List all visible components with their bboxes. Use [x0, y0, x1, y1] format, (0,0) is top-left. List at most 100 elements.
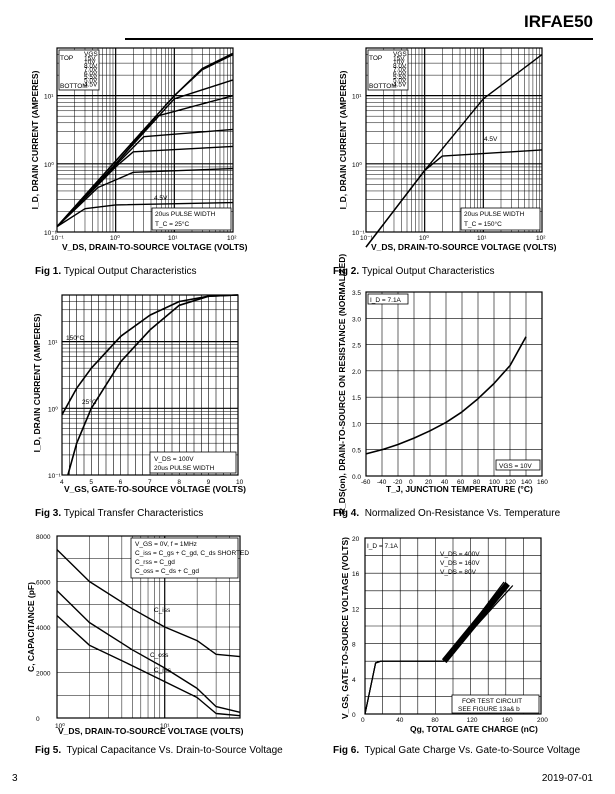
- fig1-vgs-row: 5.0V: [84, 78, 98, 85]
- fig1-vgs-top: TOP: [60, 55, 73, 62]
- fig6-series-line: [364, 583, 509, 715]
- fig5-legend-box: [130, 537, 239, 579]
- fig1-series-line: [56, 167, 234, 228]
- fig4-series-line: [365, 336, 527, 455]
- fig2-vgs-bottom: BOTTOM: [369, 83, 397, 90]
- fig6-y-tick: 8: [352, 642, 356, 649]
- fig2-vgs-row: 6.0V: [393, 70, 407, 77]
- fig4-note-box: [367, 293, 409, 305]
- fig5-series-line: [56, 549, 241, 658]
- fig6-note1: I_D = 7.1A: [367, 543, 399, 550]
- fig3-x-tick: 9: [207, 479, 211, 486]
- fig1-series-line: [56, 145, 234, 228]
- fig1-vgs-row: 5.5V: [84, 74, 98, 81]
- fig1-x-tick: 10¹: [168, 235, 178, 242]
- fig4-vgs-box: [495, 459, 541, 471]
- fig4-y-tick: 1.5: [352, 395, 361, 402]
- fig5-y-tick: 6000: [36, 580, 51, 587]
- fig3-y-tick: 10⁻¹: [48, 473, 62, 480]
- fig2-note-box: [460, 207, 541, 231]
- fig6-x-tick: 200: [537, 717, 548, 724]
- fig6-series-line: [364, 581, 505, 715]
- fig2-vgs-row: 4.5V: [393, 81, 407, 88]
- fig4-x-tick: 120: [505, 479, 516, 486]
- fig4-y-tick: 0.0: [352, 474, 361, 481]
- fig3-label-hot: 150°C: [66, 334, 84, 342]
- fig6-caption: Fig 6. Typical Gate Charge Vs. Gate-to-S…: [333, 745, 581, 756]
- fig2-x-tick: 10²: [536, 235, 546, 242]
- fig2-vgs-header: VGS: [393, 51, 407, 58]
- fig1-note2: T_C = 25°C: [155, 220, 190, 228]
- fig4-x-tick: -60: [361, 479, 371, 486]
- fig5-legend-item: V_GS = 0V, f = 1MHz: [135, 541, 197, 548]
- fig3-x-tick: 10: [236, 479, 244, 486]
- fig2-vgs-row: 15V: [393, 56, 405, 63]
- fig2-x-tick: 10⁰: [419, 234, 429, 242]
- fig5-plot-frame: [56, 535, 241, 719]
- fig6-series-band: [441, 581, 510, 664]
- fig1-x-tick: 10²: [227, 235, 237, 242]
- fig1-series-line: [56, 95, 234, 228]
- part-number: IRFAE50: [524, 12, 593, 31]
- fig2-x-label: V_DS, DRAIN-TO-SOURCE VOLTAGE (VOLTS): [371, 242, 557, 252]
- fig4-x-label: T_J, JUNCTION TEMPERATURE (°C): [386, 484, 533, 494]
- fig4-x-tick: -20: [393, 479, 403, 486]
- fig4-x-tick: -40: [377, 479, 387, 486]
- fig4-x-tick: 140: [521, 479, 532, 486]
- fig4-caption: Fig 4. Normalized On-Resistance Vs. Temp…: [333, 508, 561, 519]
- fig2-vgs-top: TOP: [369, 55, 382, 62]
- fig4-y-tick: 0.5: [352, 448, 361, 455]
- fig1-y-tick: 10⁻¹: [44, 230, 58, 237]
- fig5-curve-label: C_iss: [154, 607, 171, 614]
- fig1-vgs-row: 4.5V: [84, 81, 98, 88]
- fig4-x-tick: 0: [409, 479, 413, 486]
- fig2-vgs-row: 8.0V: [393, 63, 407, 70]
- fig5-curve-label: C_oss: [150, 652, 169, 659]
- fig1-vgs-header: VGS: [84, 51, 98, 58]
- fig4-plot-frame: [365, 291, 543, 477]
- fig5-x-tick: 10⁰: [55, 722, 65, 730]
- fig5-curve-label: C_rss: [154, 667, 172, 674]
- fig6-y-tick: 4: [352, 677, 356, 684]
- fig1-series-line: [56, 53, 234, 228]
- fig3-caption: Fig 3. Typical Transfer Characteristics: [35, 508, 204, 519]
- fig3-x-tick: 6: [119, 479, 123, 486]
- fig4-y-label: R_DS(on), DRAIN-TO-SOURCE ON RESISTANCE …: [337, 254, 347, 515]
- fig5-y-label: C, CAPACITANCE (pF): [26, 582, 36, 672]
- fig5-y-tick: 2000: [36, 671, 51, 678]
- fig5-caption: Fig 5. Typical Capacitance Vs. Drain-to-…: [35, 745, 283, 756]
- fig2-plot-frame: [365, 47, 543, 233]
- fig1-x-label: V_DS, DRAIN-TO-SOURCE VOLTAGE (VOLTS): [62, 242, 248, 252]
- fig3-y-tick: 10⁰: [48, 405, 58, 413]
- fig1-y-tick: 10¹: [44, 94, 54, 101]
- fig4-note2: VGS = 10V: [499, 463, 532, 470]
- fig4-x-tick: 100: [489, 479, 500, 486]
- fig6-x-tick: 120: [467, 717, 478, 724]
- fig2-caption: Fig 2. Typical Output Characteristics: [333, 266, 495, 277]
- fig2-vgs-row: 5.5V: [393, 74, 407, 81]
- fig1-curve-label: 4.5V: [154, 195, 168, 202]
- fig1-y-tick: 10⁰: [44, 161, 54, 169]
- fig3-y-tick: 10¹: [48, 340, 58, 347]
- fig6-vds-label: V_DS = 160V: [440, 560, 480, 567]
- fig4-y-tick: 3.5: [352, 290, 361, 297]
- fig2-vgs-row: 10V: [393, 59, 405, 66]
- fig6-test-note1: FOR TEST CIRCUIT: [462, 698, 522, 705]
- footer-date: 2019-07-01: [541, 773, 593, 784]
- fig5-series-line: [56, 590, 241, 713]
- fig2-x-tick: 10⁻¹: [360, 235, 374, 242]
- fig1-vgs-row: 6.0V: [84, 70, 98, 77]
- fig3-note1: V_DS = 100V: [154, 456, 194, 463]
- fig4-x-tick: 60: [457, 479, 465, 486]
- fig2-y-tick: 10⁰: [352, 161, 362, 169]
- fig2-series-line: [365, 149, 543, 248]
- fig1-plot-frame: [56, 47, 234, 233]
- fig5-legend-item: C_rss = C_gd: [135, 559, 175, 566]
- fig6-y-tick: 16: [352, 571, 360, 578]
- fig3-series-line: [67, 294, 239, 476]
- fig4-note1: I_D = 7.1A: [370, 297, 402, 304]
- fig3-note2: 20us PULSE WIDTH: [154, 465, 215, 472]
- fig2-note2: T_C = 150°C: [464, 220, 502, 228]
- fig5-y-tick: 8000: [36, 534, 51, 541]
- fig1-vgs-row: 15V: [84, 56, 96, 63]
